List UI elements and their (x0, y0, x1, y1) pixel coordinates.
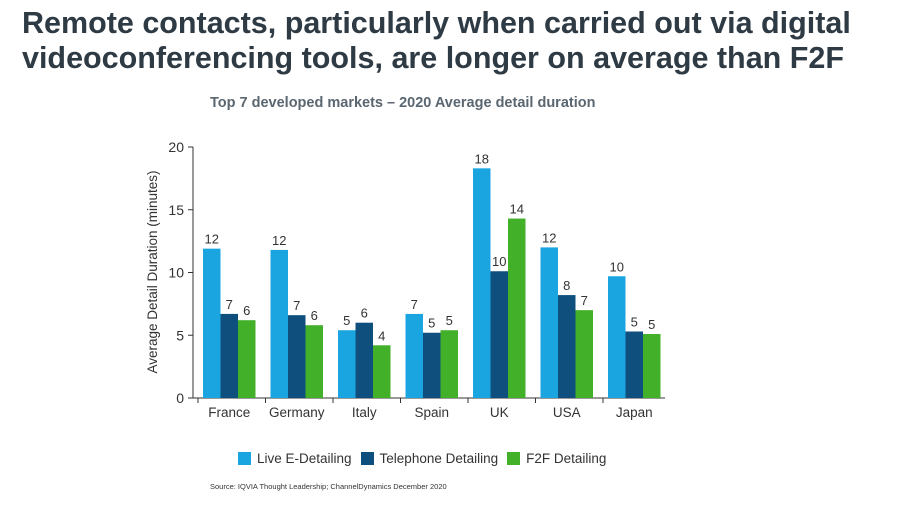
data-label: 12 (205, 232, 219, 247)
legend-swatch-live-e-detailing (238, 452, 251, 465)
bar (355, 322, 373, 398)
data-label: 18 (475, 151, 489, 166)
bar (473, 168, 491, 398)
bar (288, 315, 306, 398)
y-axis-label: Average Detail Duration (minutes) (145, 170, 160, 373)
data-label: 12 (272, 233, 286, 248)
data-label: 12 (542, 230, 556, 245)
source-note: Source: IQVIA Thought Leadership; Channe… (210, 482, 447, 491)
x-tick-label: France (208, 405, 250, 420)
legend-swatch-telephone-detailing (360, 452, 374, 465)
bar (203, 248, 221, 398)
x-tick-label: Germany (269, 405, 325, 420)
bar (643, 333, 661, 398)
bar (575, 310, 593, 398)
headline: Remote contacts, particularly when carri… (22, 6, 851, 75)
chart-legend: Live E-Detailing Telephone Detailing F2F… (238, 451, 615, 466)
bar (490, 271, 508, 398)
bar (338, 330, 356, 398)
bar (423, 332, 441, 398)
x-tick-label: Japan (616, 405, 653, 420)
bar (405, 313, 423, 398)
bar (220, 313, 238, 398)
bar (440, 330, 458, 398)
legend-label-f2f-detailing: F2F Detailing (526, 451, 607, 466)
data-label: 7 (411, 297, 418, 312)
data-label: 6 (311, 308, 318, 323)
x-tick-label: Italy (352, 405, 377, 420)
legend-item-live-e-detailing: Live E-Detailing (238, 451, 352, 466)
y-tick-label: 20 (168, 139, 184, 155)
legend-item-telephone-detailing: Telephone Detailing (360, 451, 499, 466)
legend-label-telephone-detailing: Telephone Detailing (379, 451, 499, 466)
data-label: 5 (631, 314, 638, 329)
y-tick-label: 15 (168, 202, 184, 218)
data-label: 7 (226, 297, 233, 312)
data-label: 5 (343, 313, 350, 328)
bar (305, 325, 323, 398)
x-tick-label: UK (490, 405, 509, 420)
legend-item-f2f-detailing: F2F Detailing (507, 451, 606, 466)
data-label: 5 (446, 313, 453, 328)
data-label: 6 (243, 303, 250, 318)
bar (558, 295, 576, 398)
x-tick-label: Spain (414, 405, 449, 420)
bar (270, 249, 288, 398)
data-label: 10 (492, 254, 506, 269)
y-tick-label: 5 (176, 327, 184, 343)
y-tick-label: 10 (168, 265, 184, 281)
data-label: 5 (648, 317, 655, 332)
data-label: 5 (428, 316, 435, 331)
x-tick-label: USA (553, 405, 581, 420)
data-label: 6 (361, 306, 368, 321)
bar (625, 331, 643, 398)
bar (373, 345, 391, 398)
data-label: 10 (610, 259, 624, 274)
data-label: 14 (510, 202, 524, 217)
data-label: 7 (293, 298, 300, 313)
bar (238, 320, 256, 398)
data-label: 8 (563, 278, 570, 293)
data-label: 7 (581, 293, 588, 308)
data-label: 4 (378, 328, 385, 343)
legend-swatch-f2f-detailing (507, 452, 521, 465)
chart-title: Top 7 developed markets – 2020 Average d… (210, 95, 596, 111)
bar (608, 276, 626, 398)
bar (508, 218, 526, 398)
legend-label-live-e-detailing: Live E-Detailing (257, 451, 352, 466)
bar (540, 247, 558, 398)
y-tick-label: 0 (176, 390, 184, 406)
